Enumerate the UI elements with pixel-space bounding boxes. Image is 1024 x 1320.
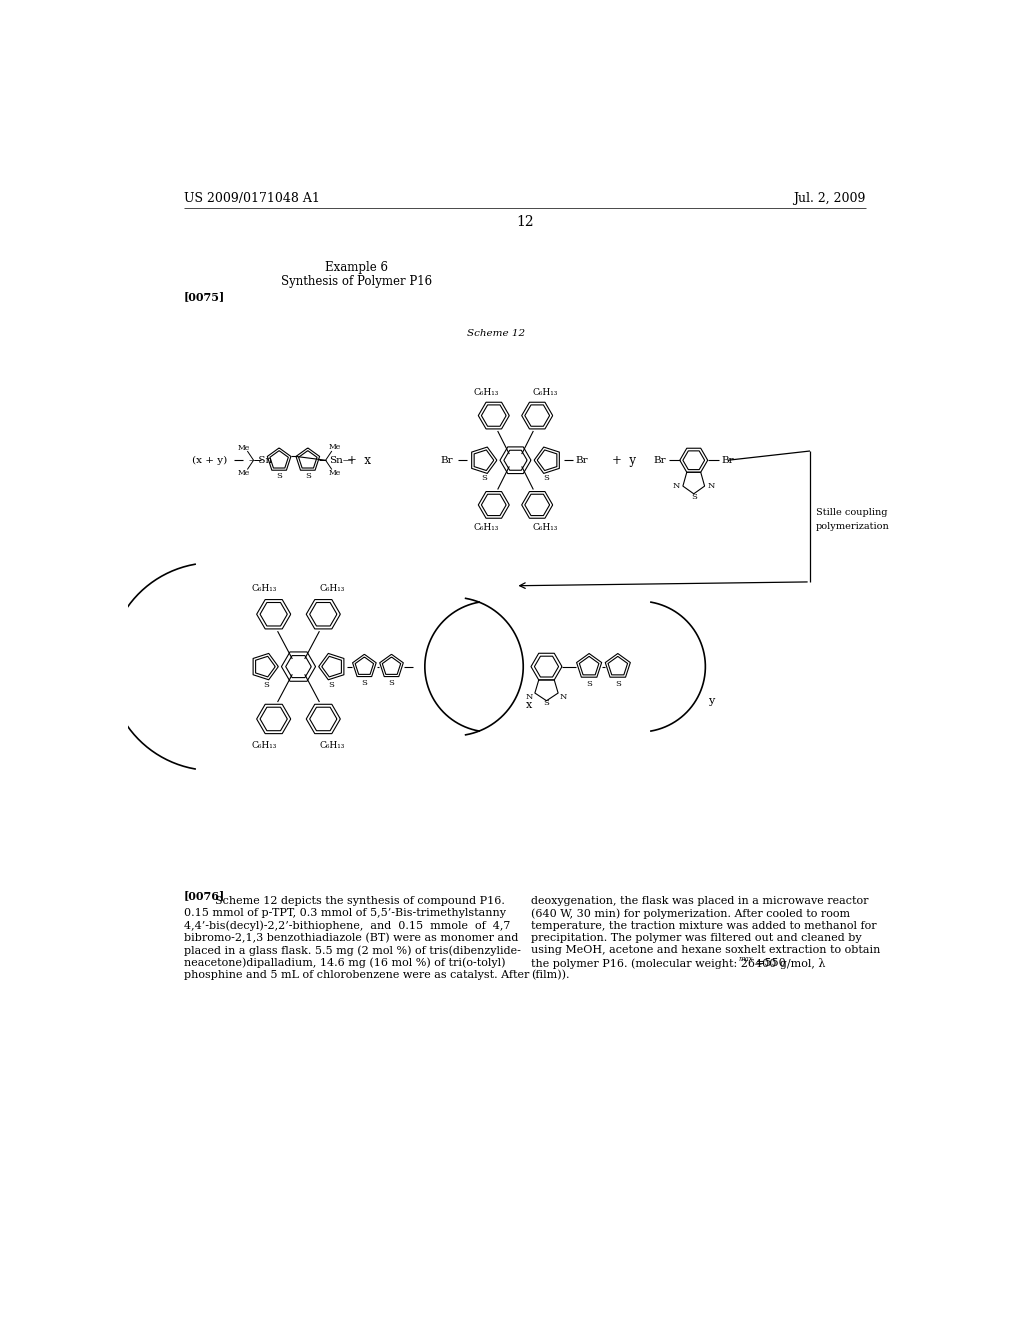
Text: 4,4’-bis(decyl)-2,2’-bithiophene,  and  0.15  mmole  of  4,7: 4,4’-bis(decyl)-2,2’-bithiophene, and 0.… (183, 921, 510, 932)
Text: 12: 12 (516, 215, 534, 228)
Text: S: S (691, 492, 696, 500)
Text: Me: Me (239, 444, 251, 451)
Text: Jul. 2, 2009: Jul. 2, 2009 (794, 191, 866, 205)
Text: bibromo-2,1,3 benzothiadiazole (BT) were as monomer and: bibromo-2,1,3 benzothiadiazole (BT) were… (183, 933, 518, 944)
Text: C₆H₁₃: C₆H₁₃ (252, 583, 278, 593)
Text: Sn—: Sn— (330, 455, 353, 465)
Text: C₆H₁₃: C₆H₁₃ (473, 388, 499, 397)
Text: Scheme 12: Scheme 12 (467, 330, 525, 338)
Text: Br: Br (575, 455, 589, 465)
Text: precipitation. The polymer was filtered out and cleaned by: precipitation. The polymer was filtered … (531, 933, 861, 942)
Text: Br: Br (722, 455, 734, 465)
Text: neacetone)dipalladium, 14.6 mg (16 mol %) of tri(o-tolyl): neacetone)dipalladium, 14.6 mg (16 mol %… (183, 958, 505, 969)
Text: C₆H₁₃: C₆H₁₃ (473, 524, 499, 532)
Text: —Sn: —Sn (248, 455, 272, 465)
Text: C₆H₁₃: C₆H₁₃ (319, 741, 345, 750)
Text: +  x: + x (347, 454, 371, 467)
Text: Br: Br (653, 455, 666, 465)
Text: (film)).: (film)). (531, 970, 569, 981)
Text: deoxygenation, the flask was placed in a microwave reactor: deoxygenation, the flask was placed in a… (531, 896, 868, 906)
Text: 0.15 mmol of p-TPT, 0.3 mmol of 5,5’-Bis-trimethylstanny: 0.15 mmol of p-TPT, 0.3 mmol of 5,5’-Bis… (183, 908, 506, 919)
Text: N: N (708, 482, 715, 490)
Text: x: x (526, 700, 532, 710)
Text: S: S (263, 681, 269, 689)
Text: using MeOH, acetone and hexane soxhelt extraction to obtain: using MeOH, acetone and hexane soxhelt e… (531, 945, 881, 956)
Text: C₆H₁₃: C₆H₁₃ (319, 583, 345, 593)
Text: S: S (305, 473, 310, 480)
Text: Me: Me (329, 470, 341, 478)
Text: C₆H₁₃: C₆H₁₃ (252, 741, 278, 750)
Text: S: S (544, 474, 550, 482)
Text: Synthesis of Polymer P16: Synthesis of Polymer P16 (281, 275, 432, 288)
Text: [0075]: [0075] (183, 292, 225, 302)
Text: S: S (481, 474, 487, 482)
Text: US 2009/0171048 A1: US 2009/0171048 A1 (183, 191, 319, 205)
Text: Scheme 12 depicts the synthesis of compound P16.: Scheme 12 depicts the synthesis of compo… (215, 896, 505, 906)
Text: phosphine and 5 mL of chlorobenzene were as catalyst. After: phosphine and 5 mL of chlorobenzene were… (183, 970, 529, 979)
Text: Me: Me (329, 444, 341, 451)
Text: N: N (560, 693, 567, 701)
Text: S: S (388, 678, 394, 686)
Text: Br: Br (441, 455, 454, 465)
Text: C₆H₁₃: C₆H₁₃ (532, 388, 558, 397)
Text: S: S (276, 473, 282, 480)
Text: polymerization: polymerization (816, 521, 890, 531)
Text: (x + y): (x + y) (191, 455, 227, 465)
Text: [0076]: [0076] (183, 891, 225, 902)
Text: S: S (614, 680, 621, 688)
Text: (640 W, 30 min) for polymerization. After cooled to room: (640 W, 30 min) for polymerization. Afte… (531, 908, 850, 919)
Text: the polymer P16. (molecular weight: 26400 g/mol, λ: the polymer P16. (molecular weight: 2640… (531, 958, 825, 969)
Text: temperature, the traction mixture was added to methanol for: temperature, the traction mixture was ad… (531, 921, 877, 931)
Text: +  y: + y (612, 454, 636, 467)
Text: S: S (586, 680, 592, 688)
Text: S: S (544, 700, 550, 708)
Text: S: S (328, 681, 334, 689)
Text: placed in a glass flask. 5.5 mg (2 mol %) of tris(dibenzylide-: placed in a glass flask. 5.5 mg (2 mol %… (183, 945, 520, 956)
Text: N: N (525, 693, 534, 701)
Text: Stille coupling: Stille coupling (816, 508, 888, 517)
Text: S: S (361, 678, 368, 686)
Text: Example 6: Example 6 (326, 261, 388, 275)
Text: y: y (709, 696, 715, 706)
Text: N: N (673, 482, 680, 490)
Text: C₆H₁₃: C₆H₁₃ (532, 524, 558, 532)
Text: =550: =550 (756, 958, 786, 968)
Text: Me: Me (239, 469, 251, 477)
Text: max: max (738, 954, 754, 962)
